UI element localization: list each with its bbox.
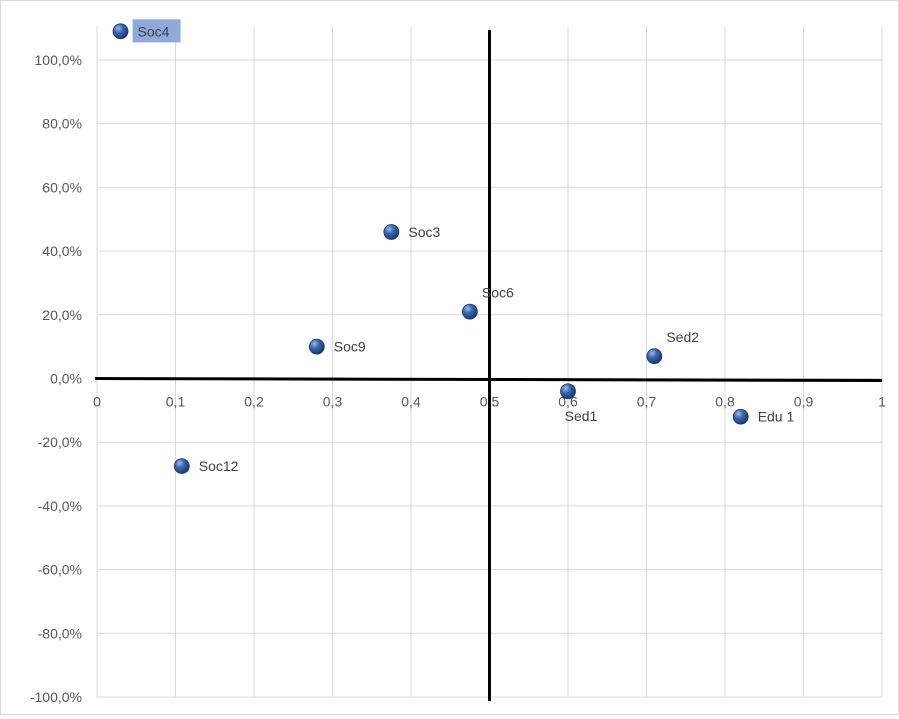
x-tick-label: 0,2 <box>244 394 264 410</box>
x-tick-label: 0 <box>93 394 101 410</box>
data-point-group: Soc3 <box>383 224 440 240</box>
x-tick-label: 0,7 <box>637 394 657 410</box>
x-tick-label: 0,8 <box>715 394 735 410</box>
y-tick-label: 40,0% <box>42 243 82 259</box>
data-point <box>383 224 400 240</box>
y-tick-label: -60,0% <box>38 562 82 578</box>
y-tick-label: 100,0% <box>35 52 82 68</box>
x-tick-label: 0,4 <box>401 394 421 410</box>
y-tick-labels: 100,0% 80,0% 60,0% 40,0% 20,0% 0,0% -20,0% -40,… <box>30 52 82 705</box>
data-point-group: Soc6 <box>461 285 514 320</box>
x-tick-label: 0,9 <box>794 394 814 410</box>
data-label: Soc9 <box>334 339 366 355</box>
data-point-group: Soc9 <box>308 338 366 355</box>
y-tick-label: 80,0% <box>42 116 82 132</box>
y-tick-label: 60,0% <box>42 179 82 195</box>
y-tick-label: 0,0% <box>50 371 82 387</box>
data-point-group: Soc12 <box>173 458 239 474</box>
x-tick-label: 0,1 <box>166 394 186 410</box>
data-point <box>560 383 576 400</box>
data-label: Edu 1 <box>758 409 795 425</box>
data-point-group: Edu 1 <box>732 408 795 425</box>
data-point <box>308 338 325 355</box>
data-point <box>461 303 478 320</box>
data-point <box>646 348 663 365</box>
y-tick-label: -80,0% <box>38 625 82 641</box>
data-label: Soc4 <box>138 23 170 39</box>
data-label: Soc3 <box>408 224 440 240</box>
data-label: Sed2 <box>666 329 699 345</box>
data-label: Soc12 <box>199 458 239 474</box>
x-tick-label: 1 <box>878 394 886 410</box>
data-point-group: Soc4 <box>112 19 181 43</box>
y-tick-label: 20,0% <box>42 307 82 323</box>
data-point-group: Sed2 <box>646 329 699 365</box>
x-tick-label: 0,3 <box>323 394 343 410</box>
crosshair-axes <box>94 30 883 701</box>
label-highlight <box>132 19 181 43</box>
data-point <box>112 23 129 40</box>
x-tick-labels: 00,10,20,30,40,50,60,70,80,91 <box>93 394 886 410</box>
data-point-group: Sed1 <box>560 383 598 424</box>
data-label: Soc6 <box>482 285 514 301</box>
y-tick-label: -100,0% <box>30 689 82 705</box>
data-point <box>173 458 190 474</box>
data-points: Soc4 Soc3 Soc6 Soc9 Sed2 Sed1 Edu 1 Soc12 <box>112 19 795 474</box>
y-tick-label: -20,0% <box>38 434 82 450</box>
y-tick-label: -40,0% <box>38 498 82 514</box>
data-point <box>732 408 749 425</box>
data-label: Sed1 <box>565 408 598 424</box>
